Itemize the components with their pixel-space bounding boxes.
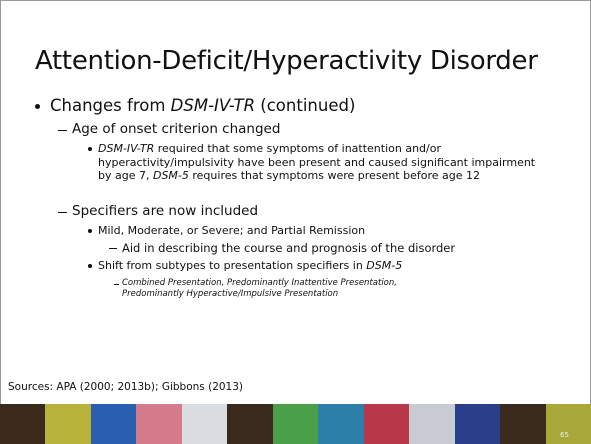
bullet-marker bbox=[114, 283, 119, 285]
bullet-marker bbox=[88, 228, 92, 233]
bullet-marker bbox=[58, 129, 67, 131]
bullet-item: Specifiers are now included bbox=[72, 203, 572, 220]
bullet-marker bbox=[58, 211, 67, 213]
book-cover-strip bbox=[0, 404, 591, 444]
bullet-item: Shift from subtypes to presentation spec… bbox=[98, 259, 548, 273]
text-run: Shift from subtypes to presentation spec… bbox=[98, 259, 367, 272]
sources: Sources: APA (2000; 2013b); Gibbons (201… bbox=[8, 381, 244, 393]
text-run: Aid in describing the course and prognos… bbox=[122, 241, 456, 255]
bullet-item: Mild, Moderate, or Severe; and Partial R… bbox=[98, 224, 548, 238]
text-run: Mild, Moderate, or Severe; and Partial R… bbox=[98, 224, 366, 237]
bullet-marker bbox=[88, 146, 92, 151]
text-run: DSM-5 bbox=[152, 169, 189, 182]
bullet-item: Combined Presentation, Predominantly Ina… bbox=[122, 278, 452, 300]
bullet-item: Changes from DSM-IV-TR (continued) bbox=[50, 96, 570, 116]
bullet-item: DSM-IV-TR required that some symptoms of… bbox=[98, 142, 548, 183]
slide-title: Attention-Deficit/Hyperactivity Disorder bbox=[35, 46, 538, 76]
text-run: requires that symptoms were present befo… bbox=[188, 169, 480, 182]
text-run: Specifiers are now included bbox=[72, 203, 259, 219]
text-run: Combined Presentation, Predominantly Ina… bbox=[122, 278, 397, 299]
page-number: 65 bbox=[560, 431, 569, 439]
bullet-item: Aid in describing the course and prognos… bbox=[122, 241, 562, 255]
bullet-marker bbox=[88, 263, 92, 268]
bullet-item: Age of onset criterion changed bbox=[72, 121, 572, 138]
text-run: (continued) bbox=[255, 96, 356, 115]
bullet-marker bbox=[35, 103, 40, 109]
bullet-marker bbox=[109, 248, 117, 249]
text-run: Changes from bbox=[50, 96, 171, 115]
text-run: DSM-IV-TR bbox=[170, 96, 256, 115]
text-run: DSM-5 bbox=[366, 259, 403, 272]
text-run: Age of onset criterion changed bbox=[72, 121, 281, 137]
text-run: DSM-IV-TR bbox=[98, 142, 155, 155]
text-run: required that some symptoms of inattenti… bbox=[98, 142, 536, 182]
